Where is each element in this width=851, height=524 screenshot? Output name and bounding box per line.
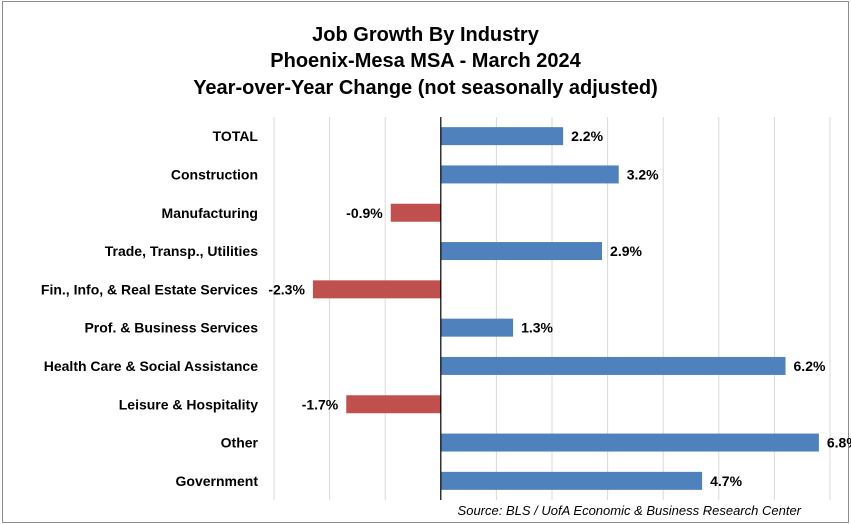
chart-subtitle-2: Year-over-Year Change (not seasonally ad… [193, 77, 658, 99]
data-label: 2.9% [610, 243, 642, 259]
data-label: 2.2% [571, 128, 603, 144]
chart-titles: Job Growth By Industry Phoenix-Mesa MSA … [0, 22, 851, 102]
data-label: 6.2% [794, 358, 826, 374]
bar [440, 242, 603, 261]
category-label: Leisure & Hospitality [119, 396, 258, 412]
category-label: Manufacturing [162, 205, 258, 221]
bar [346, 395, 441, 414]
bar [390, 203, 441, 222]
category-label: Trade, Transp., Utilities [105, 243, 258, 259]
data-label: 3.2% [627, 166, 659, 182]
bar [440, 356, 786, 375]
data-label: -1.7% [302, 396, 339, 412]
data-label: 6.8% [827, 435, 851, 451]
source-note: Source: BLS / UofA Economic & Business R… [457, 503, 801, 518]
category-label: Fin., Info, & Real Estate Services [41, 281, 258, 297]
bar [440, 318, 514, 337]
category-label: Prof. & Business Services [84, 320, 258, 336]
data-label: 1.3% [521, 320, 553, 336]
bar [312, 280, 441, 299]
chart-title: Job Growth By Industry [312, 24, 539, 46]
bar [440, 471, 703, 490]
category-label: Health Care & Social Assistance [44, 358, 258, 374]
chart-subtitle: Phoenix-Mesa MSA - March 2024 [270, 50, 581, 72]
bar [440, 127, 564, 146]
category-label: TOTAL [213, 128, 259, 144]
category-label: Other [221, 435, 259, 451]
category-label: Construction [171, 166, 258, 182]
bar [440, 433, 819, 452]
data-label: -2.3% [268, 281, 305, 297]
category-label: Government [176, 473, 259, 489]
bar [440, 165, 619, 184]
data-label: 4.7% [710, 473, 742, 489]
data-label: -0.9% [346, 205, 383, 221]
